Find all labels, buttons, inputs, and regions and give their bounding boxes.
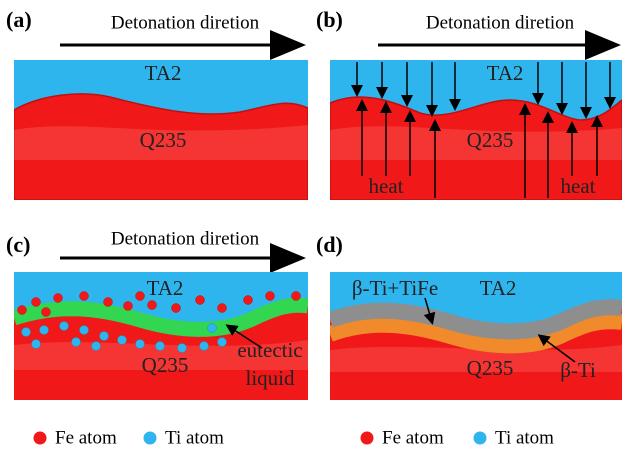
direction-label: Detonation diretion: [111, 12, 260, 33]
layer-label: TA2: [147, 276, 184, 300]
panel-label: (d): [316, 232, 343, 257]
direction-label: Detonation diretion: [111, 228, 260, 249]
legend-swatch: [34, 432, 47, 445]
legend-label: Ti atom: [495, 427, 554, 448]
layer-label: Q235: [140, 128, 187, 152]
panel-label: (b): [316, 7, 343, 32]
annotation: eutectic: [237, 338, 302, 362]
layer-label: TA2: [145, 61, 182, 85]
layer-label: Q235: [467, 356, 514, 380]
legend-swatch: [144, 432, 157, 445]
figure: (a) Detonation diretion TA2 Q235 (b) Det…: [0, 0, 629, 453]
legend-label: Fe atom: [55, 427, 117, 448]
legend-swatch: [474, 432, 487, 445]
phase-label: β-Ti: [560, 358, 596, 382]
legend-label: Fe atom: [382, 427, 444, 448]
heat-label: heat: [369, 174, 404, 198]
annotation: liquid: [245, 366, 295, 390]
panel-label: (c): [6, 232, 30, 257]
layer-label: TA2: [487, 61, 524, 85]
direction-label: Detonation diretion: [426, 12, 575, 33]
layer-label: Q235: [142, 353, 189, 377]
panel-label: (a): [6, 7, 32, 32]
phase-label: β-Ti+TiFe: [352, 276, 438, 300]
layer-label: Q235: [467, 128, 514, 152]
legend-label: Ti atom: [165, 427, 224, 448]
layer-label: TA2: [480, 276, 517, 300]
legend-swatch: [361, 432, 374, 445]
heat-label: heat: [561, 174, 596, 198]
